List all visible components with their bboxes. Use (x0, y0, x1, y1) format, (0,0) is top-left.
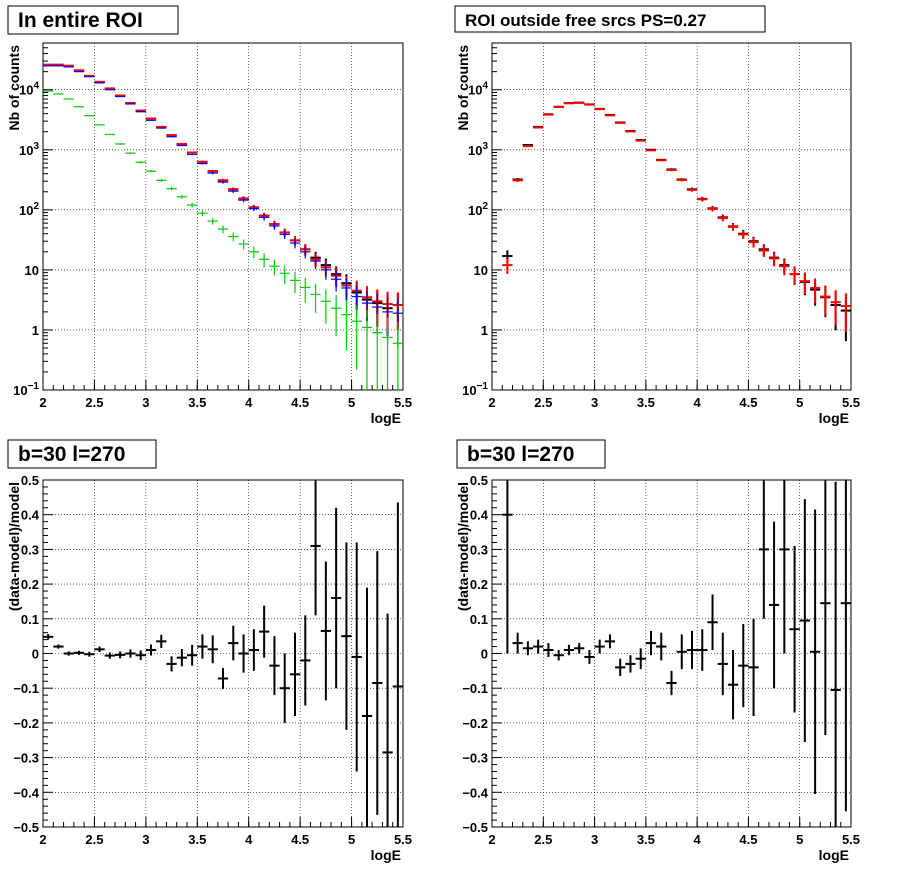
y-tick-label: 103 (19, 141, 39, 158)
x-tick-label: 2.5 (85, 832, 103, 847)
y-axis-label: Nb of counts (455, 45, 471, 131)
y-tick-label: 1 (481, 323, 488, 338)
x-tick-label: 4 (245, 832, 253, 847)
y-axis-label: Nb of counts (6, 45, 22, 131)
plot-frame (491, 42, 852, 391)
y-tick-label: 0.2 (470, 577, 488, 592)
x-tick-label: 4 (245, 395, 253, 410)
y-tick-label: 0.3 (21, 542, 39, 557)
x-tick-label: 5 (348, 832, 355, 847)
y-tick-label: −0.4 (462, 785, 488, 800)
x-tick-label: 2 (39, 832, 46, 847)
series-0 (502, 480, 851, 827)
panel-counts-outside-free-srcs: 2 2.5 3 3.5 4 4.5 5 5.5 10−1 1 10 102 103 104 logE Nb o… (454, 5, 860, 426)
x-tick-label: 4.5 (291, 395, 309, 410)
y-tick-label: 0.5 (470, 473, 488, 488)
y-tick-label: −0.3 (13, 751, 39, 766)
y-tick-label: 0.4 (470, 508, 489, 523)
series-1 (502, 101, 851, 333)
x-tick-label: 5 (796, 832, 803, 847)
x-tick-label: 4.5 (291, 832, 309, 847)
x-tick-label: 4.5 (739, 832, 757, 847)
chart-title: ROI outside free srcs PS=0.27 (465, 11, 706, 30)
y-tick-label: 0.5 (21, 473, 39, 488)
x-axis-label: logE (819, 410, 849, 426)
y-tick-label: 0.3 (470, 542, 488, 557)
y-tick-label: 0.4 (21, 508, 40, 523)
x-tick-label: 4 (694, 832, 702, 847)
y-axis-label: (data-model)/model (6, 482, 22, 611)
x-tick-label: 5 (348, 395, 355, 410)
chart-title: b=30 l=270 (467, 443, 574, 466)
y-tick-label: −0.5 (13, 820, 39, 835)
x-tick-label: 2.5 (534, 395, 552, 410)
series-3 (43, 90, 403, 390)
y-tick-label: 10−1 (462, 381, 488, 398)
x-axis-label: logE (819, 847, 849, 863)
chart-title: In entire ROI (18, 9, 143, 32)
x-tick-label: 4.5 (739, 395, 757, 410)
x-tick-label: 3 (142, 395, 149, 410)
y-tick-label: 10 (474, 263, 488, 278)
x-tick-label: 5.5 (842, 832, 860, 847)
x-tick-label: 3 (142, 832, 149, 847)
y-tick-label: 104 (468, 81, 488, 98)
x-tick-label: 4 (694, 395, 702, 410)
panel-residuals-right: 2 2.5 3 3.5 4 4.5 5 5.5 −0.5 −0.4 −0.3 −0.2 −0.1 0 0.1… (455, 439, 860, 863)
x-tick-label: 2.5 (534, 832, 552, 847)
panel-counts-entire-roi: 2 2.5 3 3.5 4 4.5 5 5.5 10−1 1 10 102 103 104 logE Nb o… (6, 5, 412, 426)
y-tick-label: −0.4 (13, 785, 39, 800)
y-tick-label: −0.1 (13, 681, 39, 696)
plot-frame (491, 479, 852, 828)
y-tick-label: 0.1 (470, 612, 488, 627)
y-tick-label: 0 (481, 647, 488, 662)
title-box (454, 5, 766, 33)
x-tick-label: 2 (39, 395, 46, 410)
title-box (456, 439, 606, 469)
x-tick-label: 2 (488, 395, 495, 410)
x-tick-label: 2 (488, 832, 495, 847)
series-0 (43, 480, 403, 827)
y-axis-label: (data-model)/model (455, 482, 471, 611)
x-tick-label: 3.5 (637, 395, 655, 410)
x-tick-label: 5 (796, 395, 803, 410)
x-tick-label: 3 (591, 832, 598, 847)
x-tick-label: 5.5 (394, 832, 412, 847)
y-tick-label: 10−1 (13, 381, 39, 398)
panel-residuals-left: 2 2.5 3 3.5 4 4.5 5 5.5 −0.5 −0.4 −0.3 −0.2 −0.1 0 0.1… (6, 439, 412, 863)
x-tick-label: 3 (591, 395, 598, 410)
y-tick-label: 0.2 (21, 577, 39, 592)
chart-title: b=30 l=270 (18, 443, 125, 466)
title-box (7, 5, 179, 35)
plot-frame (42, 42, 404, 391)
y-tick-label: 102 (468, 201, 488, 218)
y-tick-label: 102 (19, 201, 39, 218)
x-tick-label: 3.5 (637, 832, 655, 847)
y-tick-label: 10 (25, 263, 39, 278)
y-tick-label: 103 (468, 141, 488, 158)
y-tick-label: 0 (32, 647, 39, 662)
y-tick-label: −0.2 (462, 716, 488, 731)
x-axis-label: logE (371, 847, 401, 863)
y-tick-label: −0.1 (462, 681, 488, 696)
y-tick-label: −0.3 (462, 751, 488, 766)
x-tick-label: 5.5 (394, 395, 412, 410)
y-tick-label: 1 (32, 323, 39, 338)
x-tick-label: 2.5 (85, 395, 103, 410)
y-tick-label: 0.1 (21, 612, 39, 627)
y-tick-label: −0.5 (462, 820, 488, 835)
x-tick-label: 3.5 (188, 395, 206, 410)
title-box (7, 439, 157, 469)
x-axis-label: logE (371, 410, 401, 426)
y-tick-label: −0.2 (13, 716, 39, 731)
x-tick-label: 5.5 (842, 395, 860, 410)
y-tick-label: 104 (19, 81, 39, 98)
x-tick-label: 3.5 (188, 832, 206, 847)
